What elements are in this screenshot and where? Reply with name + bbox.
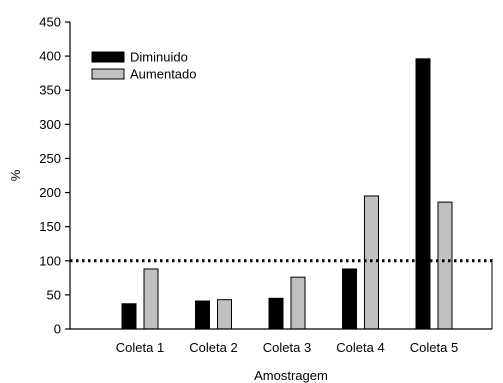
legend-swatch-diminuido — [91, 51, 125, 63]
legend: Diminuido Aumentado — [91, 50, 197, 82]
y-tick-label: 300 — [39, 117, 61, 132]
y-tick-label: 0 — [54, 322, 61, 337]
y-tick-label: 50 — [47, 287, 61, 302]
x-tick-label: Coleta 1 — [116, 340, 164, 355]
y-axis-title: % — [8, 169, 23, 181]
bar-aumentado — [364, 195, 379, 330]
x-tick-label: Coleta 2 — [189, 340, 237, 355]
bar-aumentado — [290, 276, 306, 330]
x-axis-title: Amostragem — [254, 368, 328, 383]
y-tick-label: 150 — [39, 219, 61, 234]
legend-label-diminuido: Diminuido — [130, 50, 188, 65]
plot-area — [70, 58, 492, 330]
x-tick-label: Coleta 3 — [263, 340, 311, 355]
axes: 0 50 100 150 200 250 300 350 400 450 Coleta 1 Colet… — [39, 15, 493, 355]
x-tick-label: Coleta 4 — [336, 340, 384, 355]
y-tick-label: 200 — [39, 185, 61, 200]
bar-diminuido — [195, 300, 210, 330]
bar-aumentado — [217, 299, 232, 330]
bar-diminuido — [121, 303, 137, 330]
x-tick-label: Coleta 5 — [410, 340, 458, 355]
bar-aumentado — [437, 201, 453, 330]
y-tick-label: 350 — [39, 83, 61, 98]
y-tick-label: 250 — [39, 151, 61, 166]
legend-label-aumentado: Aumentado — [130, 67, 197, 82]
bar-diminuido — [268, 297, 284, 330]
y-tick-label: 400 — [39, 49, 61, 64]
y-tick-label: 100 — [39, 253, 61, 268]
bar-aumentado — [143, 268, 159, 330]
y-tick-label: 450 — [39, 15, 61, 30]
bar-diminuido — [415, 58, 431, 330]
bar-diminuido — [342, 268, 357, 330]
legend-swatch-aumentado — [91, 68, 125, 80]
